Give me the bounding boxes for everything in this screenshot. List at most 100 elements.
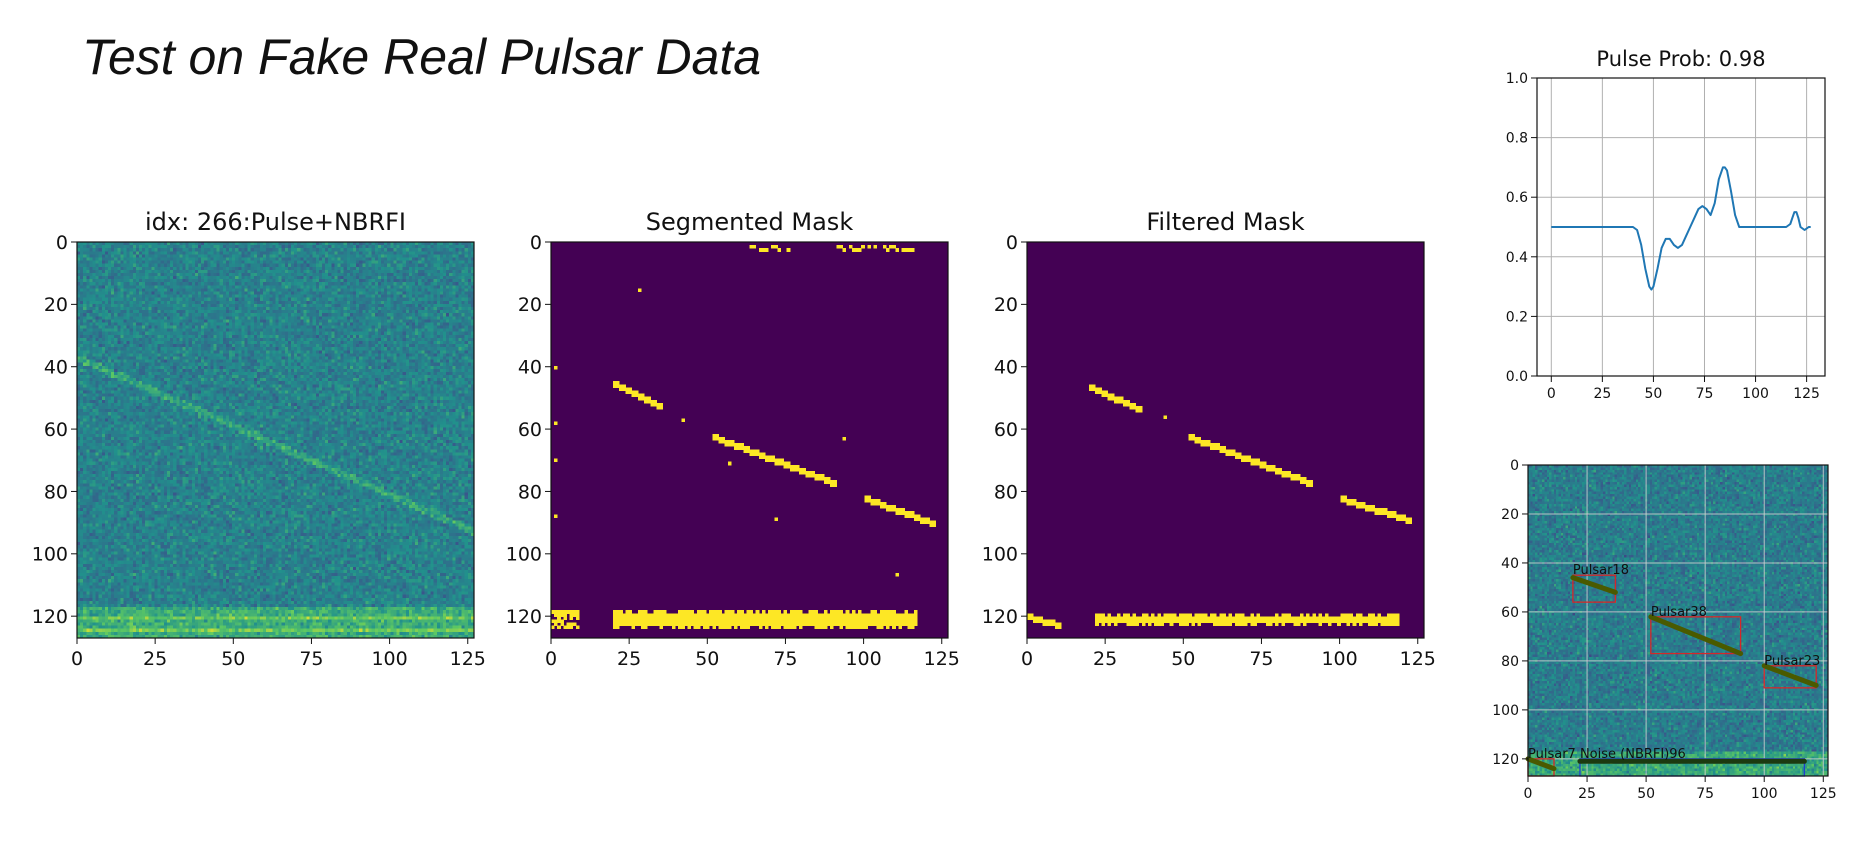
- heatmap-cell: [368, 245, 373, 249]
- heatmap-cell: [188, 285, 193, 290]
- heatmap-cell: [104, 242, 109, 246]
- heatmap-cell: [269, 272, 273, 277]
- heatmap-cell: [356, 257, 360, 262]
- heatmap-cell: [340, 254, 345, 259]
- heatmap-cell: [207, 245, 211, 249]
- heatmap-cell: [194, 254, 199, 259]
- heatmap-cell: [253, 248, 258, 252]
- heatmap-cell: [442, 276, 447, 280]
- heatmap-cell: [365, 266, 370, 271]
- heatmap-cell: [132, 254, 137, 259]
- heatmap-cell: [315, 263, 320, 268]
- heatmap-cell: [263, 254, 267, 259]
- heatmap-cell: [303, 260, 308, 265]
- heatmap-cell: [433, 260, 438, 265]
- heatmap-cell: [89, 266, 94, 271]
- heatmap-cell: [377, 263, 382, 268]
- heatmap-cell: [300, 251, 305, 255]
- heatmap-cell: [374, 254, 379, 259]
- heatmap-cell: [194, 245, 199, 249]
- heatmap-cell: [244, 263, 249, 268]
- heatmap-cell: [228, 266, 233, 271]
- heatmap-cell: [458, 257, 463, 262]
- heatmap-cell: [210, 266, 215, 271]
- heatmap-cell: [349, 269, 354, 274]
- heatmap-cell: [176, 245, 180, 249]
- heatmap-cell: [455, 242, 460, 246]
- heatmap-cell: [402, 242, 407, 246]
- heatmap-cell: [325, 276, 329, 280]
- heatmap-cell: [83, 285, 87, 290]
- heatmap-cell: [185, 251, 190, 255]
- heatmap-cell: [111, 266, 115, 271]
- heatmap-cell: [287, 260, 292, 265]
- heatmap-cell: [132, 266, 137, 271]
- heatmap-cell: [92, 266, 97, 271]
- heatmap-cell: [312, 269, 317, 274]
- heatmap-cell: [384, 272, 388, 277]
- heatmap-cell: [154, 279, 159, 283]
- heatmap-cell: [238, 266, 242, 271]
- heatmap-cell: [328, 251, 332, 255]
- heatmap-cell: [166, 282, 171, 286]
- heatmap-cell: [374, 269, 379, 274]
- heatmap-cell: [452, 248, 456, 252]
- heatmap-cell: [269, 285, 273, 290]
- heatmap-cell: [241, 260, 246, 265]
- heatmap-cell: [312, 285, 317, 290]
- heatmap-cell: [325, 263, 329, 268]
- heatmap-cell: [306, 248, 311, 252]
- heatmap-cell: [322, 245, 326, 249]
- heatmap-cell: [377, 276, 382, 280]
- heatmap-cell: [312, 242, 317, 246]
- heatmap-cell: [247, 251, 252, 255]
- heatmap-cell: [281, 263, 286, 268]
- heatmap-cell: [173, 251, 177, 255]
- heatmap-cell: [213, 242, 218, 246]
- heatmap-cell: [411, 254, 416, 259]
- heatmap-cell: [436, 245, 441, 249]
- heatmap-cell: [219, 285, 224, 290]
- heatmap-cell: [470, 248, 475, 252]
- heatmap-cell: [402, 257, 407, 262]
- heatmap-cell: [467, 269, 472, 274]
- heatmap-cell: [179, 285, 184, 290]
- heatmap-cell: [430, 260, 435, 265]
- heatmap-cell: [207, 269, 211, 274]
- heatmap-cell: [201, 248, 205, 252]
- heatmap-cell: [427, 276, 432, 280]
- heatmap-cell: [315, 279, 320, 283]
- heatmap-cell: [349, 263, 354, 268]
- heatmap-cell: [204, 254, 208, 259]
- heatmap-cell: [114, 263, 118, 268]
- heatmap-cell: [322, 251, 326, 255]
- heatmap-cell: [235, 272, 239, 277]
- heatmap-cell: [123, 282, 128, 286]
- heatmap-cell: [405, 260, 410, 265]
- heatmap-cell: [207, 285, 211, 290]
- heatmap-cell: [253, 279, 258, 283]
- heatmap-cell: [126, 257, 131, 262]
- heatmap-cell: [315, 257, 320, 262]
- heatmap-cell: [120, 254, 125, 259]
- heatmap-cell: [228, 251, 233, 255]
- heatmap-cell: [160, 254, 165, 259]
- heatmap-cell: [458, 276, 463, 280]
- heatmap-cell: [442, 245, 447, 249]
- heatmap-cell: [374, 251, 379, 255]
- heatmap-cell: [142, 285, 146, 290]
- heatmap-cell: [132, 242, 137, 246]
- heatmap-cell: [287, 266, 292, 271]
- heatmap-cell: [371, 285, 376, 290]
- heatmap-cell: [170, 254, 174, 259]
- heatmap-cell: [433, 263, 438, 268]
- heatmap-cell: [244, 245, 249, 249]
- heatmap-cell: [303, 263, 308, 268]
- heatmap-cell: [278, 266, 283, 271]
- heatmap-cell: [157, 257, 162, 262]
- heatmap-cell: [182, 279, 187, 283]
- heatmap-cell: [433, 276, 438, 280]
- heatmap-cell: [281, 276, 286, 280]
- heatmap-cell: [182, 245, 187, 249]
- heatmap-cell: [387, 263, 391, 268]
